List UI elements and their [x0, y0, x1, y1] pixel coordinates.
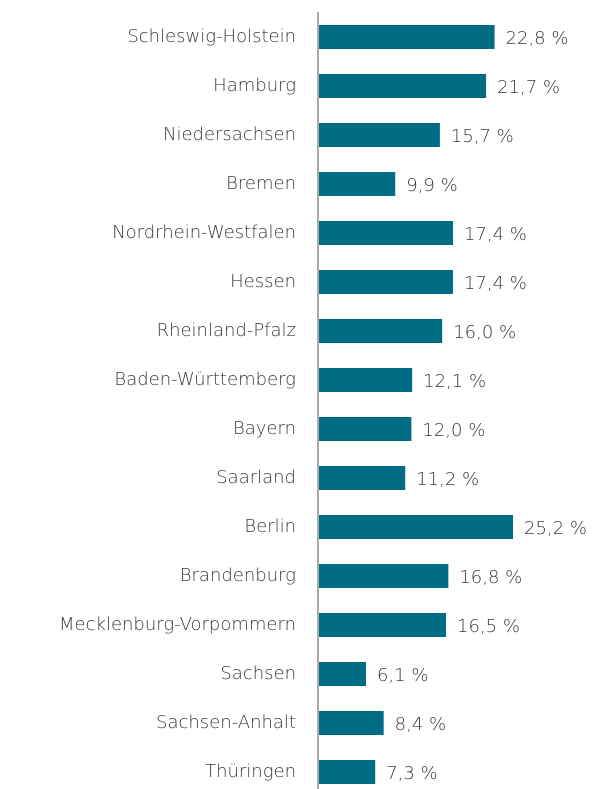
category-label: Niedersachsen [163, 124, 296, 145]
bar [319, 417, 412, 441]
category-label: Schleswig-Holstein [127, 26, 296, 47]
value-label: 6,1 % [377, 665, 428, 686]
value-label: 12,1 % [423, 371, 486, 392]
value-label: 16,8 % [459, 567, 522, 588]
value-label: 22,8 % [506, 28, 569, 49]
category-label: Rheinland-Pfalz [157, 320, 296, 341]
value-label: 17,4 % [464, 273, 527, 294]
category-label: Mecklenburg-Vorpommern [59, 614, 296, 635]
category-label: Thüringen [205, 761, 296, 782]
bar [319, 25, 495, 49]
value-label: 7,3 % [386, 763, 437, 784]
category-label: Saarland [216, 467, 296, 488]
bar [319, 613, 447, 637]
category-label: Brandenburg [180, 565, 296, 586]
bar [319, 172, 396, 196]
category-label: Baden-Württemberg [114, 369, 296, 390]
value-label: 11,2 % [416, 469, 479, 490]
category-label: Hessen [230, 271, 296, 292]
value-label: 25,2 % [524, 518, 587, 539]
bar [319, 711, 384, 735]
category-label: Bremen [226, 173, 296, 194]
value-label: 21,7 % [497, 77, 560, 98]
category-label: Sachsen-Anhalt [156, 712, 296, 733]
bar [319, 270, 453, 294]
category-label: Nordrhein-Westfalen [112, 222, 296, 243]
value-label: 12,0 % [422, 420, 485, 441]
category-label: Hamburg [213, 75, 296, 96]
value-label: 9,9 % [406, 175, 457, 196]
bar [319, 760, 376, 784]
bar [319, 74, 487, 98]
value-label: 16,0 % [453, 322, 516, 343]
value-label: 16,5 % [457, 616, 520, 637]
category-label: Bayern [233, 418, 296, 439]
bar [319, 564, 449, 588]
value-label: 15,7 % [451, 126, 514, 147]
bar [319, 123, 440, 147]
bar [319, 515, 514, 539]
category-label: Sachsen [220, 663, 296, 684]
bar [319, 368, 413, 392]
bar [319, 662, 366, 686]
value-label: 17,4 % [464, 224, 527, 245]
bar [319, 319, 443, 343]
bar [319, 466, 406, 490]
value-label: 8,4 % [395, 714, 446, 735]
bar [319, 221, 453, 245]
category-label: Berlin [244, 516, 296, 537]
